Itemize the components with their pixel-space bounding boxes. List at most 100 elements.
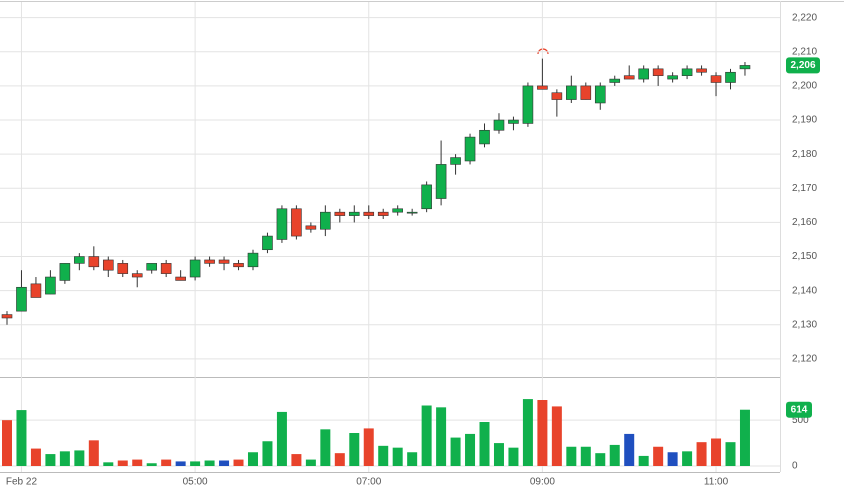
- volume-bar: [725, 442, 736, 466]
- y-tick-label: 500: [792, 415, 809, 426]
- volume-bar: [653, 446, 664, 466]
- candle-body: [580, 85, 592, 100]
- volume-bar: [30, 448, 41, 466]
- candle-body: [667, 75, 678, 80]
- volume-bar: [204, 460, 215, 466]
- candle-body: [334, 211, 346, 216]
- y-tick-label: 2,200: [792, 81, 817, 92]
- volume-bar: [624, 433, 635, 466]
- volume-bar: [334, 453, 345, 466]
- candle-body: [233, 263, 244, 268]
- volume-bar: [363, 428, 374, 466]
- candle-body: [117, 263, 129, 274]
- candle-body: [189, 259, 201, 278]
- volume-bar: [247, 452, 258, 466]
- volume-bar: [609, 444, 620, 466]
- volume-bar: [378, 445, 389, 466]
- volume-bar: [190, 461, 201, 466]
- candle-body: [435, 164, 447, 199]
- volume-bar: [551, 406, 562, 466]
- candle-body: [594, 85, 606, 104]
- candle-body: [638, 68, 649, 80]
- volume-bar: [566, 446, 577, 466]
- x-tick-label: 07:00: [356, 477, 381, 488]
- volume-bar: [146, 463, 157, 466]
- candle-body: [739, 65, 751, 70]
- volume-bar: [465, 433, 476, 466]
- volume-bar: [262, 441, 273, 466]
- volume-bar: [320, 429, 331, 466]
- candle-body: [551, 92, 563, 100]
- volume-bar: [667, 452, 678, 466]
- candle-body: [348, 211, 360, 216]
- volume-bar: [117, 460, 128, 466]
- candle-body: [363, 211, 375, 216]
- candle-body: [320, 211, 331, 230]
- candle-body: [710, 75, 722, 83]
- candle-body: [377, 211, 389, 216]
- volume-bar: [711, 438, 722, 466]
- y-tick-label: 2,210: [792, 46, 817, 57]
- y-tick-label: 2,120: [792, 354, 817, 365]
- candle-body: [175, 276, 186, 281]
- volume-bar: [407, 452, 418, 466]
- candle-body: [406, 211, 418, 214]
- volume-bar: [580, 446, 591, 466]
- y-tick-label: 2,170: [792, 183, 817, 194]
- candle-body: [522, 85, 534, 124]
- x-tick-label: 05:00: [183, 477, 208, 488]
- y-tick-label: 2,190: [792, 115, 817, 126]
- marker-icon: [537, 48, 549, 55]
- candle-body: [696, 68, 707, 73]
- volume-bar: [739, 409, 750, 466]
- candle-body: [59, 263, 71, 281]
- candle-body: [131, 273, 143, 278]
- y-tick-label: 0: [792, 461, 798, 472]
- volume-bar: [161, 459, 172, 466]
- candle-body: [392, 208, 403, 213]
- volume-bar: [88, 440, 99, 466]
- candle-body: [45, 276, 56, 295]
- volume-bar: [45, 454, 56, 466]
- candle-body: [291, 208, 302, 237]
- volume-bar: [219, 460, 230, 466]
- candle-body: [652, 68, 664, 76]
- candle-body: [479, 129, 490, 145]
- candle-body: [725, 71, 736, 83]
- candle-body: [146, 263, 157, 271]
- volume-bar: [59, 451, 70, 466]
- volume-bar: [349, 433, 360, 466]
- last-volume-label: 614: [791, 404, 808, 415]
- candle-body: [305, 225, 317, 230]
- volume-bar: [508, 447, 519, 466]
- volume-bar: [450, 437, 461, 466]
- candle-body: [464, 136, 476, 162]
- last-price-label: 2,206: [790, 60, 815, 71]
- volume-bar: [305, 459, 316, 466]
- candle-body: [623, 75, 635, 80]
- volume-bar: [2, 420, 12, 466]
- candle-body: [537, 85, 548, 90]
- volume-bar: [392, 447, 403, 466]
- candle-body: [204, 259, 215, 264]
- candle-body: [450, 157, 461, 165]
- volume-bar: [537, 400, 548, 466]
- y-tick-label: 2,180: [792, 149, 817, 160]
- y-tick-label: 2,140: [792, 285, 817, 296]
- volume-bar: [421, 405, 432, 466]
- candle-body: [160, 263, 172, 274]
- candle-body: [247, 252, 259, 268]
- candle-body: [88, 256, 100, 268]
- candle-body: [262, 235, 273, 251]
- volume-bar: [436, 407, 447, 466]
- volume-bar: [233, 459, 244, 466]
- y-tick-label: 2,150: [792, 251, 817, 262]
- volume-bar: [493, 443, 504, 466]
- candle-body: [566, 85, 577, 100]
- plot: 2,120 2,130 2,140 2,150 2,160 2,170 2,180 2,190…: [0, 2, 820, 488]
- volume-bar: [696, 442, 707, 466]
- candle-body: [508, 119, 519, 124]
- candle-body: [30, 283, 42, 298]
- x-tick-label: 11:00: [704, 477, 729, 488]
- candle-body: [102, 259, 114, 271]
